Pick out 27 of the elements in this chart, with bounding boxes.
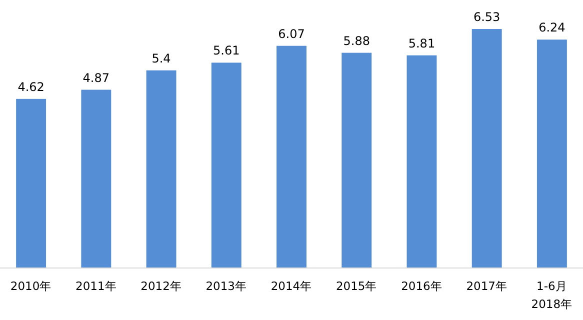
x-tick-label: 2015年 [336,279,378,293]
x-tick-label: 2012年 [140,279,182,293]
data-label: 5.81 [408,36,436,50]
bar [406,55,437,268]
bar [16,98,46,268]
bar [211,62,242,268]
x-tick-label: 1-6月 2018年 [531,279,573,311]
x-tick-label: 2016年 [401,279,442,293]
data-label: 4.87 [82,70,110,85]
data-label: 5.61 [213,44,240,58]
data-label: 6.24 [538,20,566,35]
data-label: 5.88 [343,34,370,48]
x-tick-label: 2010年 [10,279,52,293]
x-tick-label: 2014年 [270,279,312,293]
bar [81,90,112,268]
x-tick-label: 2011年 [76,279,117,293]
data-label: 6.07 [278,26,305,41]
x-tick-label: 2013年 [206,279,248,293]
bar [146,70,176,268]
bar [472,29,502,268]
bar [276,46,306,268]
data-label: 6.53 [473,10,500,24]
x-tick-label: 2017年 [466,279,508,293]
bar [536,40,567,268]
data-label: 5.4 [152,51,171,66]
data-label: 4.62 [18,80,44,94]
bar [342,52,372,268]
